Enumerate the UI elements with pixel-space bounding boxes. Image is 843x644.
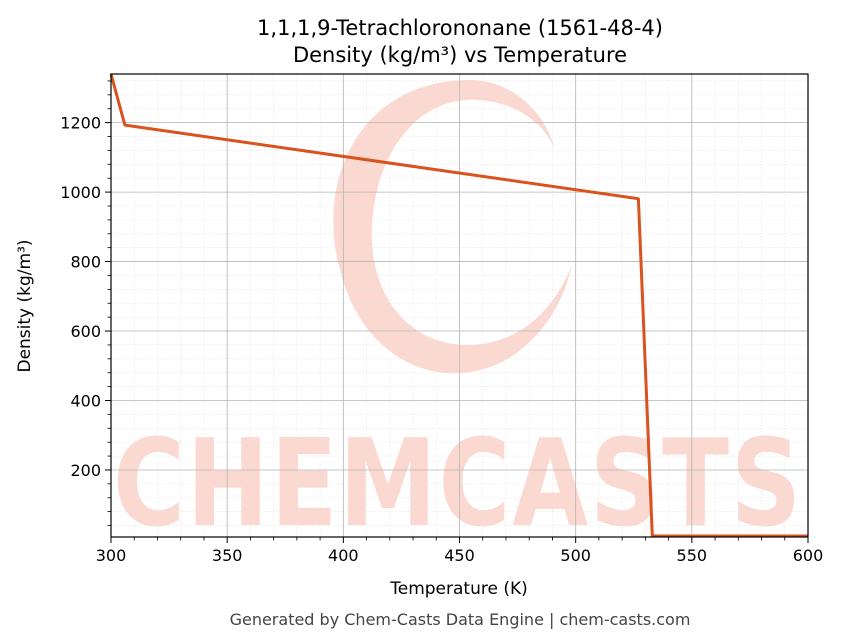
x-axis-ticks: 300 350 400 450 500 550 600: [96, 537, 824, 565]
density-series-line-0: [109, 73, 808, 538]
x-tick-label: 300: [96, 546, 127, 565]
y-tick-label: 400: [70, 391, 101, 410]
y-axis-ticks: 200 400 600 800 1000 1200: [60, 80, 111, 526]
chart-subtitle: Density (kg/m³) vs Temperature: [293, 43, 627, 67]
x-tick-label: 500: [560, 546, 591, 565]
chart-title: 1,1,1,9-Tetrachlorononane (1561-48-4): [257, 16, 663, 40]
x-tick-label: 450: [444, 546, 475, 565]
y-tick-label: 800: [70, 253, 101, 272]
x-tick-label: 350: [212, 546, 243, 565]
x-tick-label: 550: [677, 546, 708, 565]
y-tick-label: 600: [70, 322, 101, 341]
y-axis-label: Density (kg/m³): [15, 239, 35, 372]
y-tick-label: 200: [70, 461, 101, 480]
x-tick-label: 400: [328, 546, 359, 565]
y-tick-label: 1000: [60, 183, 101, 202]
y-tick-label: 1200: [60, 114, 101, 133]
x-axis-label: Temperature (K): [389, 579, 528, 599]
watermark: CHEMCASTS: [113, 80, 803, 554]
footer-credit: Generated by Chem-Casts Data Engine | ch…: [230, 610, 691, 629]
watermark-text: CHEMCASTS: [113, 415, 803, 554]
series-layer: [109, 73, 808, 538]
x-tick-label: 600: [793, 546, 824, 565]
